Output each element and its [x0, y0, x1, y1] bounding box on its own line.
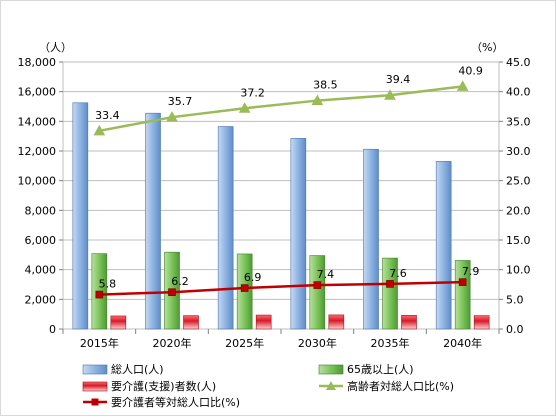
left-tick-label: 4,000	[25, 264, 57, 277]
lines-layer	[93, 80, 469, 299]
data-label-care-ratio: 5.8	[99, 278, 117, 291]
line-elderly-ratio	[99, 85, 463, 133]
left-tick-label: 16,000	[18, 86, 57, 99]
left-tick-label: 6,000	[25, 234, 57, 247]
data-label-care-ratio: 7.9	[462, 265, 480, 278]
marker-elderly-ratio	[384, 89, 396, 100]
data-label-elderly-ratio: 35.7	[168, 95, 193, 108]
left-tick-label: 8,000	[25, 204, 57, 217]
marker-elderly-ratio	[238, 102, 251, 113]
right-tick-label: 15.0	[506, 234, 531, 247]
legend-marker-elderly-ratio	[326, 381, 336, 390]
marker-elderly-ratio	[311, 94, 324, 106]
left-axis-unit: （人）	[39, 41, 72, 54]
bar-care-recipients	[255, 314, 272, 330]
bar-total-population	[290, 138, 307, 330]
marker-care-ratio	[168, 288, 176, 297]
legend-marker-care-ratio	[91, 398, 99, 406]
labels-layer: 33.4 35.7 37.2 38.5 39.4 40.9 5.8 6.2 6.9 7.4 7.6 7…	[95, 64, 483, 290]
bar-total-population	[435, 161, 452, 330]
data-label-care-ratio: 7.6	[389, 267, 407, 280]
bar-total-population	[217, 126, 234, 330]
bar-total-population	[145, 112, 161, 330]
marker-care-ratio	[458, 278, 467, 286]
right-tick-label: 5.0	[506, 293, 524, 306]
data-label-care-ratio: 6.2	[171, 275, 189, 288]
legend-label-total-population: 総人口(人)	[111, 362, 164, 376]
right-axis-unit: （%）	[471, 41, 503, 54]
legend-label-elderly-ratio: 高齢者対総人口比(%)	[347, 379, 454, 393]
legend-label-care-ratio: 要介護者等対総人口比(%)	[111, 395, 240, 409]
left-tick-label: 12,000	[18, 145, 57, 158]
right-tick-label: 25.0	[506, 175, 531, 188]
marker-care-ratio	[386, 280, 394, 288]
category-label: 2015年	[80, 336, 119, 350]
category-label: 2035年	[371, 336, 410, 350]
data-label-elderly-ratio: 37.2	[240, 86, 265, 99]
axes-layer: 0 2,000 4,000 6,000 8,000 10,000 12,000 14,000 1…	[18, 41, 531, 350]
right-tick-label: 0.0	[506, 323, 524, 336]
bar-aged-65-plus	[382, 257, 398, 330]
bar-care-recipients	[473, 315, 490, 330]
data-label-care-ratio: 6.9	[244, 271, 262, 284]
plot-area	[62, 61, 500, 330]
data-label-care-ratio: 7.4	[317, 268, 335, 281]
data-label-elderly-ratio: 39.4	[386, 73, 411, 86]
category-label: 2030年	[298, 336, 337, 350]
bars-layer	[72, 102, 490, 330]
right-tick-label: 10.0	[506, 264, 531, 277]
category-label: 2020年	[153, 336, 192, 350]
right-tick-label: 20.0	[506, 204, 531, 217]
bar-aged-65-plus	[454, 260, 471, 330]
legend-swatch-total-population	[82, 364, 108, 375]
marker-elderly-ratio	[166, 111, 178, 122]
bar-total-population	[363, 148, 379, 330]
left-tick-label: 18,000	[18, 56, 57, 69]
marker-elderly-ratio	[93, 124, 106, 136]
marker-care-ratio	[95, 290, 104, 299]
left-tick-label: 2,000	[25, 293, 57, 306]
bar-care-recipients	[110, 315, 127, 330]
legend-swatch-aged-65-plus	[318, 364, 344, 375]
bar-total-population	[72, 102, 89, 330]
legend: 総人口(人) 65歳以上(人) 要介護(支援)者数(人) 高齢者対総人口比(%) 要介護…	[82, 362, 454, 409]
legend-swatch-care-recipients	[82, 381, 108, 392]
legend-label-aged-65-plus: 65歳以上(人)	[347, 363, 414, 376]
line-care-ratio	[99, 280, 463, 296]
data-label-elderly-ratio: 38.5	[313, 79, 338, 92]
bar-care-recipients	[328, 314, 345, 330]
data-label-elderly-ratio: 40.9	[458, 64, 483, 77]
right-tick-label: 40.0	[506, 86, 531, 99]
marker-care-ratio	[313, 281, 322, 289]
bar-care-recipients	[401, 315, 417, 330]
data-label-elderly-ratio: 33.4	[95, 109, 120, 122]
right-tick-label: 30.0	[506, 145, 531, 158]
bar-aged-65-plus	[309, 255, 326, 330]
left-tick-label: 14,000	[18, 115, 57, 128]
marker-care-ratio	[240, 284, 249, 292]
marker-elderly-ratio	[456, 80, 469, 91]
left-tick-label: 0	[49, 323, 56, 336]
left-tick-label: 10,000	[18, 175, 57, 188]
category-label: 2025年	[225, 336, 264, 350]
category-label: 2040年	[443, 336, 482, 350]
right-tick-label: 45.0	[506, 56, 531, 69]
bar-care-recipients	[183, 315, 199, 330]
grid-layer	[62, 61, 500, 330]
legend-label-care-recipients: 要介護(支援)者数(人)	[111, 379, 216, 393]
right-tick-label: 35.0	[506, 115, 531, 128]
